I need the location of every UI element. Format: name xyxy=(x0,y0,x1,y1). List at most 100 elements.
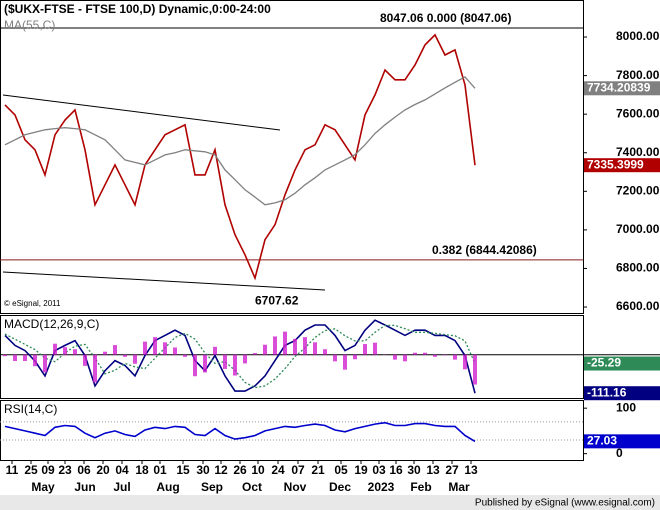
month-label: Feb xyxy=(410,480,431,494)
x-tick-label: 13 xyxy=(426,463,440,477)
x-tick-label: 19 xyxy=(354,463,368,477)
chart-title: ($UKX-FTSE - FTSE 100,D) Dynamic,0:00-24… xyxy=(4,2,271,16)
last-value: 27.03 xyxy=(587,434,617,448)
fib-label: 0.382 (6844.42086) xyxy=(432,243,537,257)
series-line xyxy=(4,76,476,206)
y-tick-label: 7800.00 xyxy=(616,68,660,82)
month-label: Dec xyxy=(329,480,351,494)
panel-frame xyxy=(0,315,584,399)
histogram-bar xyxy=(443,354,447,356)
series-line xyxy=(4,421,476,443)
panel-frame xyxy=(0,0,584,314)
histogram-bar xyxy=(83,354,87,366)
month-label: 2023 xyxy=(368,480,395,494)
histogram-bar xyxy=(193,354,197,377)
last-value: -25.29 xyxy=(587,356,621,370)
histogram-bar xyxy=(353,354,357,360)
value-box xyxy=(584,386,660,401)
histogram-bar xyxy=(43,354,47,373)
month-label: Jun xyxy=(74,480,95,494)
series-line xyxy=(4,319,476,394)
histogram-bar xyxy=(163,342,167,355)
low-label: 6707.62 xyxy=(255,293,299,307)
x-tick-label: 24 xyxy=(271,463,285,477)
x-tick-label: 18 xyxy=(135,463,149,477)
panel-title: MACD(12,26,9,C) xyxy=(4,317,99,331)
last-value: 7335.3999 xyxy=(587,157,644,171)
histogram-bar xyxy=(33,354,37,367)
month-label: Mar xyxy=(448,480,470,494)
x-tick-label: 27 xyxy=(445,463,459,477)
fib-label: 8047.06 0.000 (8047.06) xyxy=(380,11,511,25)
last-value: 7734.20839 xyxy=(587,80,651,94)
x-tick-label: 16 xyxy=(389,463,403,477)
histogram-bar xyxy=(323,349,327,355)
footer: Published by eSignal (www.esignal.com) xyxy=(475,498,655,509)
y-tick-label: 7400.00 xyxy=(616,145,660,159)
month-label: Nov xyxy=(284,480,307,494)
x-tick-label: 07 xyxy=(291,463,305,477)
trend-line xyxy=(2,271,326,291)
month-label: Oct xyxy=(242,480,262,494)
histogram-bar xyxy=(413,352,417,355)
x-tick-label: 05 xyxy=(334,463,348,477)
x-tick-label: 30 xyxy=(407,463,421,477)
x-tick-label: 20 xyxy=(96,463,110,477)
histogram-bar xyxy=(23,354,27,361)
month-label: Aug xyxy=(156,480,179,494)
histogram-bar xyxy=(273,336,277,355)
histogram-bar xyxy=(103,351,107,355)
value-box xyxy=(584,158,660,173)
histogram-bar xyxy=(133,354,137,364)
histogram-bar xyxy=(453,354,457,360)
histogram-bar xyxy=(253,353,257,355)
y-tick-label: 7000.00 xyxy=(616,222,660,236)
histogram-bar xyxy=(263,344,267,355)
month-label: Jul xyxy=(113,480,130,494)
histogram-bar xyxy=(393,354,397,360)
x-tick-label: 30 xyxy=(196,463,210,477)
panel-title: RSI(14,C) xyxy=(4,402,57,416)
x-tick-label: 06 xyxy=(77,463,91,477)
y-tick-label: 100 xyxy=(616,400,636,414)
histogram-bar xyxy=(173,347,177,355)
histogram-bar xyxy=(213,346,217,355)
x-tick-label: 12 xyxy=(214,463,228,477)
x-tick-label: 04 xyxy=(115,463,129,477)
x-tick-label: 25 xyxy=(24,463,38,477)
x-tick-label: 01 xyxy=(153,463,167,477)
histogram-bar xyxy=(183,354,187,357)
histogram-bar xyxy=(363,344,367,355)
month-label: Sep xyxy=(201,480,223,494)
histogram-bar xyxy=(313,342,317,355)
histogram-bar xyxy=(223,354,227,369)
last-value: -111.16 xyxy=(587,385,627,399)
histogram-bar xyxy=(373,342,377,355)
x-tick-label: 26 xyxy=(233,463,247,477)
x-tick-label: 13 xyxy=(464,463,478,477)
histogram-bar xyxy=(423,352,427,355)
x-tick-label: 15 xyxy=(176,463,190,477)
histogram-bar xyxy=(463,354,467,370)
x-tick-label: 23 xyxy=(58,463,72,477)
y-tick-label: 6800.00 xyxy=(616,261,660,275)
footer-band xyxy=(0,495,660,510)
histogram-bar xyxy=(153,337,157,355)
x-tick-label: 21 xyxy=(311,463,325,477)
histogram-bar xyxy=(333,354,337,362)
histogram-bar xyxy=(13,354,17,361)
month-label: May xyxy=(31,480,55,494)
trend-line xyxy=(2,94,281,131)
histogram-bar xyxy=(93,354,97,383)
series-line xyxy=(4,324,476,389)
value-box xyxy=(584,434,660,449)
histogram-bar xyxy=(343,354,347,370)
histogram-bar xyxy=(233,354,237,376)
histogram-bar xyxy=(143,341,147,355)
histogram-bar xyxy=(283,331,287,355)
histogram-bar xyxy=(293,338,297,355)
panels: 8000.00 7800.00 7600.00 7400.00 7200.00 7000.… xyxy=(0,0,660,494)
value-box xyxy=(584,356,660,371)
